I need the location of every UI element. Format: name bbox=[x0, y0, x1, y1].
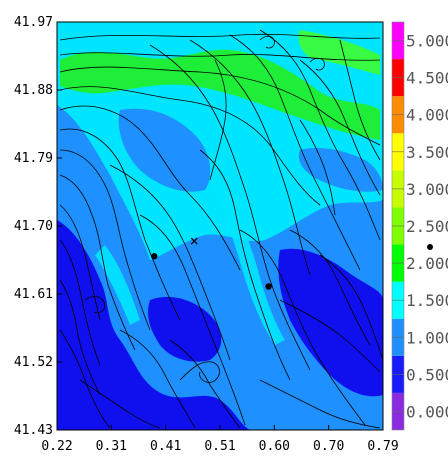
colorbar-tick-label: 3.000 bbox=[406, 180, 448, 199]
streamline bbox=[84, 296, 106, 314]
streamline bbox=[199, 149, 291, 381]
colorbar-tick-label: 1.500 bbox=[406, 291, 448, 310]
streamline bbox=[79, 379, 161, 429]
x-tick-label: 0.31 bbox=[96, 439, 127, 454]
streamline bbox=[309, 57, 325, 71]
streamline bbox=[59, 149, 151, 331]
streamline bbox=[59, 66, 381, 146]
field-region-cyan-strip-2 bbox=[95, 245, 140, 325]
x-tick-label: 0.70 bbox=[313, 439, 344, 454]
field-region-low-center bbox=[148, 296, 222, 362]
streamline bbox=[59, 174, 136, 351]
colorbar-tick-label: 3.500 bbox=[406, 143, 448, 162]
streamline bbox=[259, 29, 381, 241]
x-axis: 0.22 0.31 0.41 0.51 0.60 0.70 0.79 bbox=[41, 425, 399, 454]
colorbar-tick-label: 4.000 bbox=[406, 106, 448, 125]
x-tick-label: 0.41 bbox=[150, 439, 181, 454]
colorbar-tick-label: 1.000 bbox=[406, 328, 448, 347]
streamline bbox=[339, 39, 381, 161]
streamline bbox=[229, 34, 361, 271]
streamlines bbox=[59, 29, 383, 429]
streamline bbox=[59, 239, 101, 366]
streamline bbox=[299, 59, 381, 196]
colorbar-tick-label: 2.500 bbox=[406, 217, 448, 236]
colorbar-tick-label: 0.000 bbox=[406, 402, 448, 421]
streamline bbox=[259, 35, 275, 49]
field-region-mid-east bbox=[298, 148, 383, 192]
colorbar: 0.000 0.500 1.000 1.500 2.000 2.500 3.000 3.500… bbox=[391, 21, 448, 431]
y-tick-label: 41.88 bbox=[14, 83, 53, 98]
station-dot-marker bbox=[151, 253, 158, 260]
streamline bbox=[179, 361, 220, 383]
plot-area bbox=[56, 21, 384, 431]
streamline bbox=[59, 329, 111, 429]
station-markers bbox=[151, 237, 272, 290]
colorbar-tick-label: 2.000 bbox=[406, 254, 448, 273]
field-region-cyan-strip-1 bbox=[210, 180, 285, 345]
y-tick-label: 41.43 bbox=[14, 423, 53, 438]
streamline bbox=[109, 164, 231, 361]
y-tick-label: 41.97 bbox=[14, 15, 53, 30]
streamline bbox=[279, 299, 381, 373]
y-axis: 41.97 41.88 41.79 41.70 41.61 41.52 41.43 bbox=[14, 15, 62, 438]
field-region-mid-center bbox=[118, 108, 211, 192]
heatmap-field bbox=[57, 29, 383, 430]
streamline bbox=[209, 59, 227, 181]
x-tick-label: 0.22 bbox=[41, 439, 72, 454]
y-tick-label: 41.61 bbox=[14, 287, 53, 302]
streamline bbox=[299, 119, 336, 216]
streamline bbox=[59, 52, 381, 61]
colorbar-tick-label: 5.000 bbox=[406, 32, 448, 51]
field-region-green-northeast bbox=[298, 30, 380, 75]
y-tick-label: 41.79 bbox=[14, 151, 53, 166]
streamline bbox=[239, 229, 366, 426]
streamline bbox=[289, 229, 371, 346]
streamline bbox=[59, 128, 181, 321]
x-tick-label: 0.51 bbox=[204, 439, 235, 454]
edge-dot-marker bbox=[427, 244, 433, 250]
streamline bbox=[319, 254, 383, 361]
field-region-mid-west bbox=[57, 105, 383, 430]
field-region-green-north bbox=[60, 49, 380, 141]
streamline bbox=[149, 44, 311, 371]
streamline bbox=[59, 279, 101, 396]
field-region-low-southeast bbox=[278, 248, 383, 397]
colorbar-ticks: 0.000 0.500 1.000 1.500 2.000 2.500 3.000 3.500… bbox=[392, 32, 448, 421]
streamline bbox=[59, 33, 381, 41]
x-tick-label: 0.79 bbox=[367, 439, 398, 454]
streamline bbox=[189, 39, 311, 276]
x-tick-label: 0.60 bbox=[259, 439, 290, 454]
y-tick-label: 41.70 bbox=[14, 219, 53, 234]
colorbar-tick-label: 0.500 bbox=[406, 365, 448, 384]
streamline bbox=[119, 329, 196, 429]
field-region-low-southwest bbox=[57, 220, 250, 430]
y-tick-label: 41.52 bbox=[14, 355, 53, 370]
streamline bbox=[259, 379, 381, 429]
streamline bbox=[139, 214, 246, 426]
colorbar-tick-label: 4.500 bbox=[406, 69, 448, 88]
streamline bbox=[59, 105, 241, 271]
station-dot-marker bbox=[265, 283, 272, 290]
streamline bbox=[169, 339, 241, 429]
streamline bbox=[59, 86, 321, 206]
station-x-marker bbox=[190, 237, 198, 245]
streamline bbox=[59, 204, 101, 321]
